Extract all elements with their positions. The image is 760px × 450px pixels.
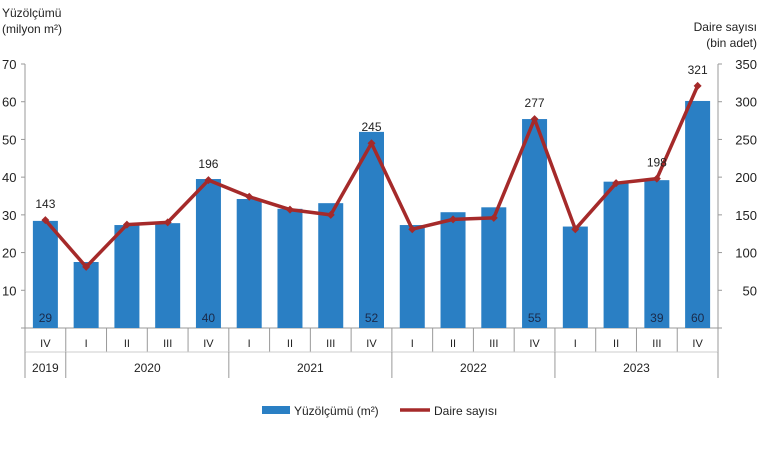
- right-tick-label: 300: [735, 95, 757, 110]
- bar-data-label: 39: [650, 311, 664, 325]
- quarter-label: III: [652, 338, 661, 350]
- legend-line-label: Daire sayısı: [434, 404, 497, 418]
- bar: [399, 225, 425, 328]
- line-marker: [245, 192, 254, 201]
- line-marker: [163, 218, 172, 227]
- bar: [114, 225, 140, 328]
- bar: [562, 226, 588, 328]
- line-data-label: 143: [35, 197, 55, 211]
- line-marker: [408, 225, 417, 234]
- year-label: 2022: [460, 361, 487, 375]
- quarter-label: II: [450, 338, 456, 350]
- line-marker: [693, 81, 702, 90]
- bar: [236, 199, 262, 328]
- line-data-label: 196: [198, 157, 218, 171]
- quarter-label: IV: [366, 338, 377, 350]
- left-axis-title: Yüzölçümü: [2, 6, 61, 20]
- bar: [440, 212, 466, 328]
- right-tick-label: 250: [735, 132, 757, 147]
- bar: [73, 262, 99, 328]
- line-marker: [82, 262, 91, 271]
- bar-data-label: 40: [202, 311, 216, 325]
- quarter-label: I: [248, 338, 251, 350]
- legend-bar-label: Yüzölçümü (m²): [294, 404, 379, 418]
- left-tick-label: 40: [2, 170, 16, 185]
- bar: [277, 208, 303, 328]
- bar: [32, 220, 58, 328]
- line-marker: [326, 210, 335, 219]
- bar: [522, 119, 548, 328]
- line-marker: [449, 215, 458, 224]
- quarter-label: III: [163, 338, 172, 350]
- line-marker: [530, 115, 539, 124]
- left-tick-label: 70: [2, 57, 16, 72]
- quarter-label: II: [124, 338, 130, 350]
- right-tick-label: 100: [735, 246, 757, 261]
- quarter-label: III: [326, 338, 335, 350]
- line-marker: [571, 225, 580, 234]
- line-marker: [41, 216, 50, 225]
- line-marker: [122, 220, 131, 229]
- quarter-label: IV: [40, 338, 51, 350]
- bar: [685, 100, 711, 329]
- line-marker: [612, 179, 621, 188]
- legend-bar-swatch: [262, 406, 290, 414]
- year-label: 2019: [32, 361, 59, 375]
- right-axis-title: (bin adet): [706, 36, 757, 50]
- line-marker: [652, 174, 661, 183]
- bar: [644, 180, 670, 328]
- bar-data-label: 29: [39, 311, 53, 325]
- line-marker: [285, 205, 294, 214]
- bar-data-label: 52: [365, 311, 379, 325]
- right-tick-label: 350: [735, 57, 757, 72]
- right-tick-label: 150: [735, 208, 757, 223]
- line-data-label: 245: [361, 120, 381, 134]
- left-tick-label: 50: [2, 132, 16, 147]
- quarter-label: IV: [529, 338, 540, 350]
- right-tick-label: 200: [735, 170, 757, 185]
- quarter-label: II: [613, 338, 619, 350]
- line-marker: [204, 176, 213, 185]
- quarter-label: II: [287, 338, 293, 350]
- line-marker: [489, 213, 498, 222]
- bar: [603, 181, 629, 328]
- left-axis-title: (milyon m²): [2, 22, 62, 36]
- quarter-label: I: [411, 338, 414, 350]
- left-tick-label: 10: [2, 283, 16, 298]
- left-tick-label: 60: [2, 95, 16, 110]
- quarter-label: IV: [692, 338, 703, 350]
- bar: [481, 207, 507, 328]
- quarter-label: I: [85, 338, 88, 350]
- right-tick-label: 50: [743, 283, 757, 298]
- line-data-label: 321: [688, 63, 708, 77]
- bar-data-label: 60: [691, 311, 705, 325]
- line-data-label: 277: [525, 96, 545, 110]
- year-label: 2021: [297, 361, 324, 375]
- quarter-label: III: [489, 338, 498, 350]
- left-tick-label: 30: [2, 208, 16, 223]
- bar: [318, 203, 344, 328]
- right-axis-title: Daire sayısı: [694, 20, 757, 34]
- bar: [195, 179, 221, 328]
- quarter-label: IV: [203, 338, 214, 350]
- line-data-label: 198: [647, 156, 667, 170]
- year-label: 2020: [134, 361, 161, 375]
- year-label: 2023: [623, 361, 650, 375]
- bar-data-label: 55: [528, 311, 542, 325]
- bar: [155, 223, 181, 328]
- quarter-label: I: [574, 338, 577, 350]
- left-tick-label: 20: [2, 246, 16, 261]
- line-marker: [367, 139, 376, 148]
